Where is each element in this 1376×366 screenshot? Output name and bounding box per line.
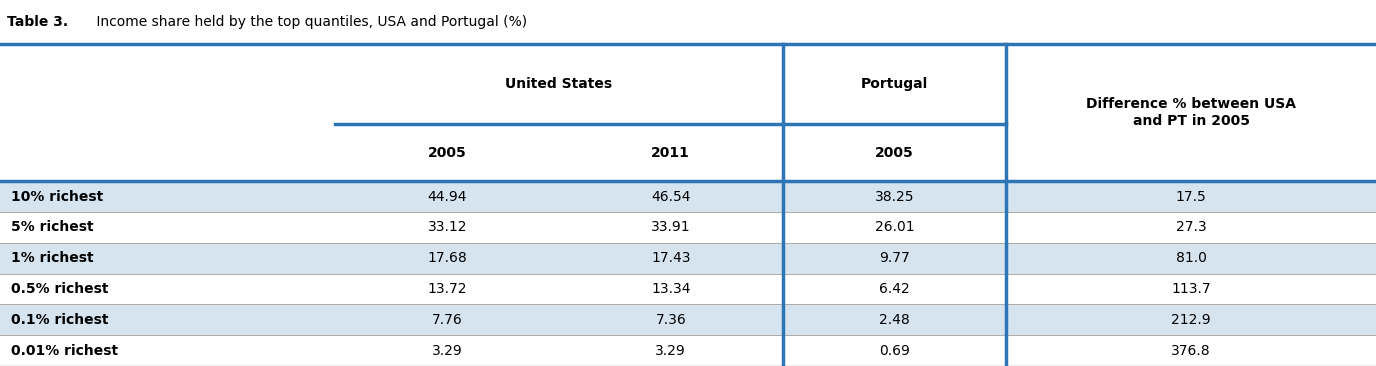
- Text: 0.5% richest: 0.5% richest: [11, 282, 109, 296]
- Bar: [783, 44, 1006, 124]
- Bar: [783, 243, 1006, 274]
- Bar: [0, 181, 336, 212]
- Bar: [336, 335, 559, 366]
- Bar: [559, 305, 783, 335]
- Text: United States: United States: [505, 77, 612, 91]
- Bar: [0, 305, 336, 335]
- Text: 2.48: 2.48: [879, 313, 910, 327]
- Bar: [559, 274, 783, 305]
- Text: 3.29: 3.29: [655, 344, 687, 358]
- Text: 2005: 2005: [428, 146, 466, 160]
- Text: 26.01: 26.01: [875, 220, 914, 234]
- Text: 0.1% richest: 0.1% richest: [11, 313, 109, 327]
- Text: 46.54: 46.54: [651, 190, 691, 203]
- Text: 2011: 2011: [651, 146, 691, 160]
- Bar: [336, 305, 559, 335]
- Text: 10% richest: 10% richest: [11, 190, 103, 203]
- Text: Difference % between USA
and PT in 2005: Difference % between USA and PT in 2005: [1086, 97, 1296, 128]
- Bar: [336, 274, 559, 305]
- Text: 33.12: 33.12: [428, 220, 466, 234]
- Bar: [0, 124, 336, 181]
- Bar: [1006, 212, 1376, 243]
- Bar: [0, 0, 1376, 44]
- Text: 0.01% richest: 0.01% richest: [11, 344, 118, 358]
- Text: 3.29: 3.29: [432, 344, 462, 358]
- Text: 5% richest: 5% richest: [11, 220, 94, 234]
- Bar: [0, 335, 336, 366]
- Bar: [559, 212, 783, 243]
- Bar: [0, 243, 336, 274]
- Text: 44.94: 44.94: [428, 190, 466, 203]
- Bar: [1006, 243, 1376, 274]
- Bar: [783, 212, 1006, 243]
- Bar: [336, 44, 783, 124]
- Text: Table 3.: Table 3.: [7, 15, 67, 29]
- Bar: [783, 335, 1006, 366]
- Text: 7.36: 7.36: [655, 313, 687, 327]
- Text: 7.76: 7.76: [432, 313, 462, 327]
- Bar: [559, 124, 783, 181]
- Text: 81.0: 81.0: [1175, 251, 1207, 265]
- Bar: [1006, 274, 1376, 305]
- Bar: [559, 243, 783, 274]
- Bar: [336, 181, 559, 212]
- Text: 2005: 2005: [875, 146, 914, 160]
- Bar: [783, 124, 1006, 181]
- Text: 0.69: 0.69: [879, 344, 910, 358]
- Bar: [336, 212, 559, 243]
- Text: 212.9: 212.9: [1171, 313, 1211, 327]
- Bar: [0, 44, 336, 124]
- Text: 13.34: 13.34: [651, 282, 691, 296]
- Bar: [336, 124, 559, 181]
- Text: 27.3: 27.3: [1175, 220, 1207, 234]
- Text: Income share held by the top quantiles, USA and Portugal (%): Income share held by the top quantiles, …: [92, 15, 527, 29]
- Text: 17.43: 17.43: [651, 251, 691, 265]
- Bar: [1006, 181, 1376, 212]
- Text: 9.77: 9.77: [879, 251, 910, 265]
- Bar: [336, 243, 559, 274]
- Text: 113.7: 113.7: [1171, 282, 1211, 296]
- Bar: [1006, 335, 1376, 366]
- Text: 13.72: 13.72: [428, 282, 466, 296]
- Bar: [559, 335, 783, 366]
- Text: 17.68: 17.68: [428, 251, 466, 265]
- Text: Portugal: Portugal: [861, 77, 927, 91]
- Bar: [1006, 44, 1376, 181]
- Text: 38.25: 38.25: [875, 190, 914, 203]
- Text: 33.91: 33.91: [651, 220, 691, 234]
- Bar: [783, 305, 1006, 335]
- Bar: [559, 181, 783, 212]
- Text: 376.8: 376.8: [1171, 344, 1211, 358]
- Bar: [783, 274, 1006, 305]
- Text: 1% richest: 1% richest: [11, 251, 94, 265]
- Bar: [783, 181, 1006, 212]
- Text: 17.5: 17.5: [1175, 190, 1207, 203]
- Bar: [0, 212, 336, 243]
- Bar: [1006, 305, 1376, 335]
- Text: 6.42: 6.42: [879, 282, 910, 296]
- Bar: [0, 274, 336, 305]
